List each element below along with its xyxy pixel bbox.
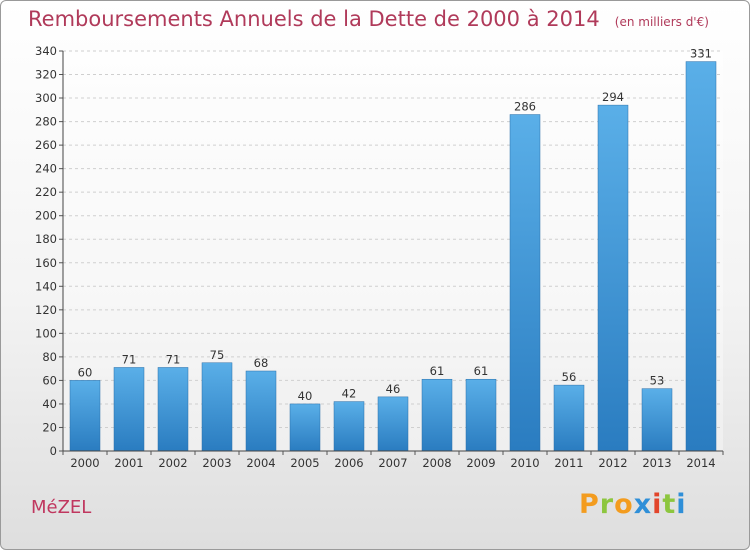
data-label-2014: 331 <box>690 47 712 61</box>
y-tick-label: 40 <box>42 397 57 411</box>
data-label-2012: 294 <box>602 90 624 104</box>
data-label-2009: 61 <box>474 364 489 378</box>
x-tick-label-2005: 2005 <box>290 456 319 470</box>
logo-letter: o <box>614 489 634 520</box>
data-label-2013: 53 <box>650 374 665 388</box>
bar-2006 <box>333 401 365 452</box>
y-tick-label: 340 <box>35 44 57 58</box>
y-tick-label: 300 <box>35 91 57 105</box>
data-label-2003: 75 <box>210 348 225 362</box>
x-tick-label-2008: 2008 <box>422 456 451 470</box>
y-tick-label: 200 <box>35 209 57 223</box>
logo-letter: i <box>676 489 687 520</box>
logo-letter: i <box>652 489 663 520</box>
chart-subtitle: (en milliers d'€) <box>614 15 709 29</box>
y-tick-label: 280 <box>35 115 57 129</box>
bar-2011 <box>553 384 585 452</box>
data-label-2007: 46 <box>386 382 401 396</box>
bar-2002 <box>157 367 189 452</box>
y-tick-label: 80 <box>42 350 57 364</box>
x-tick-label-2011: 2011 <box>554 456 583 470</box>
logo-letter: r <box>599 489 615 520</box>
y-tick-label: 180 <box>35 232 57 246</box>
bar-2000 <box>69 380 101 452</box>
logo-letter: P <box>579 489 600 520</box>
y-tick-label: 320 <box>35 68 57 82</box>
bar-2001 <box>113 367 145 452</box>
commune-name: MéZEL <box>31 497 92 518</box>
y-tick-label: 160 <box>35 256 57 270</box>
data-label-2001: 71 <box>122 352 137 366</box>
y-tick-label: 260 <box>35 138 57 152</box>
data-label-2002: 71 <box>166 352 181 366</box>
y-tick-label: 140 <box>35 279 57 293</box>
data-label-2011: 56 <box>562 370 577 384</box>
data-label-2008: 61 <box>430 364 445 378</box>
bar-2008 <box>421 378 453 452</box>
bar-2014 <box>685 61 717 452</box>
bar-2003 <box>201 362 233 452</box>
bar-2010 <box>509 114 541 452</box>
x-tick-label-2007: 2007 <box>378 456 407 470</box>
x-tick-label-2012: 2012 <box>598 456 627 470</box>
bar-2004 <box>245 370 277 452</box>
bar-2012 <box>597 104 629 452</box>
y-tick-label: 20 <box>42 420 57 434</box>
proxiti-logo: Proxiti <box>579 489 687 520</box>
y-tick-label: 240 <box>35 162 57 176</box>
x-tick-label-2003: 2003 <box>202 456 231 470</box>
bar-2007 <box>377 396 409 452</box>
y-tick-label: 100 <box>35 326 57 340</box>
data-label-2005: 40 <box>298 389 313 403</box>
x-tick-label-2009: 2009 <box>466 456 495 470</box>
y-tick-label: 120 <box>35 303 57 317</box>
logo-letter: x <box>633 489 653 520</box>
chart-title-row: Remboursements Annuels de la Dette de 20… <box>28 7 709 31</box>
x-tick-label-2006: 2006 <box>334 456 363 470</box>
data-label-2010: 286 <box>514 100 536 114</box>
y-tick-label: 0 <box>50 444 57 458</box>
x-tick-label-2004: 2004 <box>246 456 275 470</box>
data-label-2006: 42 <box>342 387 357 401</box>
data-label-2004: 68 <box>254 356 269 370</box>
bar-2009 <box>465 378 497 452</box>
x-tick-label-2010: 2010 <box>510 456 539 470</box>
logo-letter: t <box>662 489 677 520</box>
x-tick-label-2001: 2001 <box>114 456 143 470</box>
y-tick-label: 60 <box>42 373 57 387</box>
chart-title: Remboursements Annuels de la Dette de 20… <box>28 7 600 31</box>
bar-2005 <box>289 403 321 452</box>
x-tick-label-2002: 2002 <box>158 456 187 470</box>
x-tick-label-2014: 2014 <box>686 456 715 470</box>
data-label-2000: 60 <box>78 365 93 379</box>
y-tick-label: 220 <box>35 185 57 199</box>
x-tick-label-2013: 2013 <box>642 456 671 470</box>
bar-2013 <box>641 388 673 452</box>
x-tick-label-2000: 2000 <box>70 456 99 470</box>
